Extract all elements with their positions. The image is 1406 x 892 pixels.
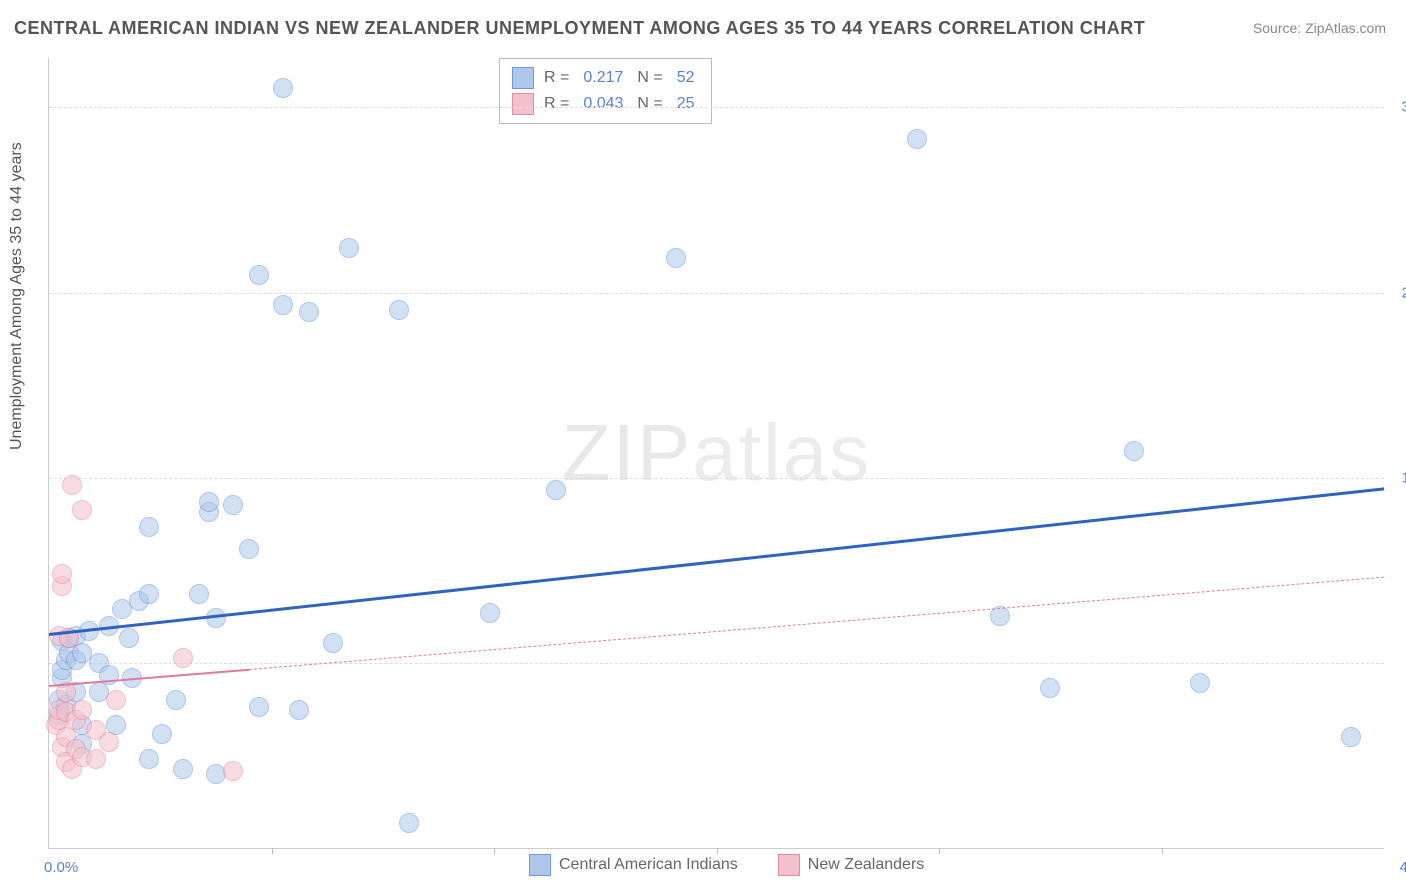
r-label: R = <box>544 69 569 87</box>
legend-item-2: New Zealanders <box>778 854 925 876</box>
r-value: 0.217 <box>583 69 623 87</box>
series-legend: Central American Indians New Zealanders <box>529 854 924 876</box>
data-point <box>273 295 293 315</box>
data-point <box>139 749 159 769</box>
r-value: 0.043 <box>583 95 623 113</box>
x-axis-max-label: 40.0% <box>1399 859 1406 876</box>
r-label: R = <box>544 95 569 113</box>
data-point <box>173 759 193 779</box>
y-tick-label: 15.0% <box>1389 469 1406 486</box>
y-axis-label: Unemployment Among Ages 35 to 44 years <box>8 142 26 450</box>
data-point <box>199 492 219 512</box>
data-point <box>152 724 172 744</box>
data-point <box>72 700 92 720</box>
n-label: N = <box>637 69 662 87</box>
y-tick-label: 22.5% <box>1389 284 1406 301</box>
data-point <box>86 749 106 769</box>
y-tick-label: 7.5% <box>1389 654 1406 671</box>
x-tick-mark <box>494 848 495 854</box>
gridline <box>49 478 1384 479</box>
scatter-chart: ZIPatlas R = 0.217 N = 52 R = 0.043 N = … <box>48 58 1384 849</box>
data-point <box>249 265 269 285</box>
x-axis-min-label: 0.0% <box>44 859 78 876</box>
data-point <box>139 517 159 537</box>
x-tick-mark <box>272 848 273 854</box>
data-point <box>389 300 409 320</box>
legend-item-1: Central American Indians <box>529 854 738 876</box>
data-point <box>1341 727 1361 747</box>
n-value: 52 <box>677 69 695 87</box>
data-point <box>166 690 186 710</box>
watermark: ZIPatlas <box>562 407 871 499</box>
data-point <box>99 732 119 752</box>
stats-legend: R = 0.217 N = 52 R = 0.043 N = 25 <box>499 58 712 124</box>
data-point <box>1190 673 1210 693</box>
swatch-icon <box>512 67 534 89</box>
data-point <box>907 129 927 149</box>
data-point <box>223 761 243 781</box>
data-point <box>52 564 72 584</box>
data-point <box>546 480 566 500</box>
trend-line <box>249 576 1384 669</box>
data-point <box>223 495 243 515</box>
n-value: 25 <box>677 95 695 113</box>
trend-line <box>49 669 249 687</box>
data-point <box>289 700 309 720</box>
source-attribution: Source: ZipAtlas.com <box>1253 20 1386 36</box>
x-tick-mark <box>717 848 718 854</box>
trend-line <box>49 488 1384 637</box>
swatch-icon <box>512 93 534 115</box>
x-tick-mark <box>1162 848 1163 854</box>
gridline <box>49 663 1384 664</box>
data-point <box>189 584 209 604</box>
data-point <box>323 633 343 653</box>
data-point <box>1124 441 1144 461</box>
data-point <box>106 690 126 710</box>
data-point <box>399 813 419 833</box>
stats-row-1: R = 0.217 N = 52 <box>512 65 699 91</box>
stats-row-2: R = 0.043 N = 25 <box>512 91 699 117</box>
legend-label: New Zealanders <box>808 856 925 874</box>
swatch-icon <box>778 854 800 876</box>
data-point <box>139 584 159 604</box>
watermark-part2: atlas <box>692 408 871 497</box>
legend-label: Central American Indians <box>559 856 738 874</box>
x-tick-mark <box>939 848 940 854</box>
data-point <box>239 539 259 559</box>
data-point <box>1040 678 1060 698</box>
y-tick-label: 30.0% <box>1389 99 1406 116</box>
data-point <box>173 648 193 668</box>
gridline <box>49 107 1384 108</box>
data-point <box>72 500 92 520</box>
gridline <box>49 293 1384 294</box>
data-point <box>666 248 686 268</box>
data-point <box>299 302 319 322</box>
data-point <box>119 628 139 648</box>
data-point <box>339 238 359 258</box>
watermark-part1: ZIP <box>562 408 692 497</box>
data-point <box>62 475 82 495</box>
data-point <box>273 78 293 98</box>
n-label: N = <box>637 95 662 113</box>
data-point <box>249 697 269 717</box>
chart-title: CENTRAL AMERICAN INDIAN VS NEW ZEALANDER… <box>14 18 1145 39</box>
swatch-icon <box>529 854 551 876</box>
data-point <box>480 603 500 623</box>
